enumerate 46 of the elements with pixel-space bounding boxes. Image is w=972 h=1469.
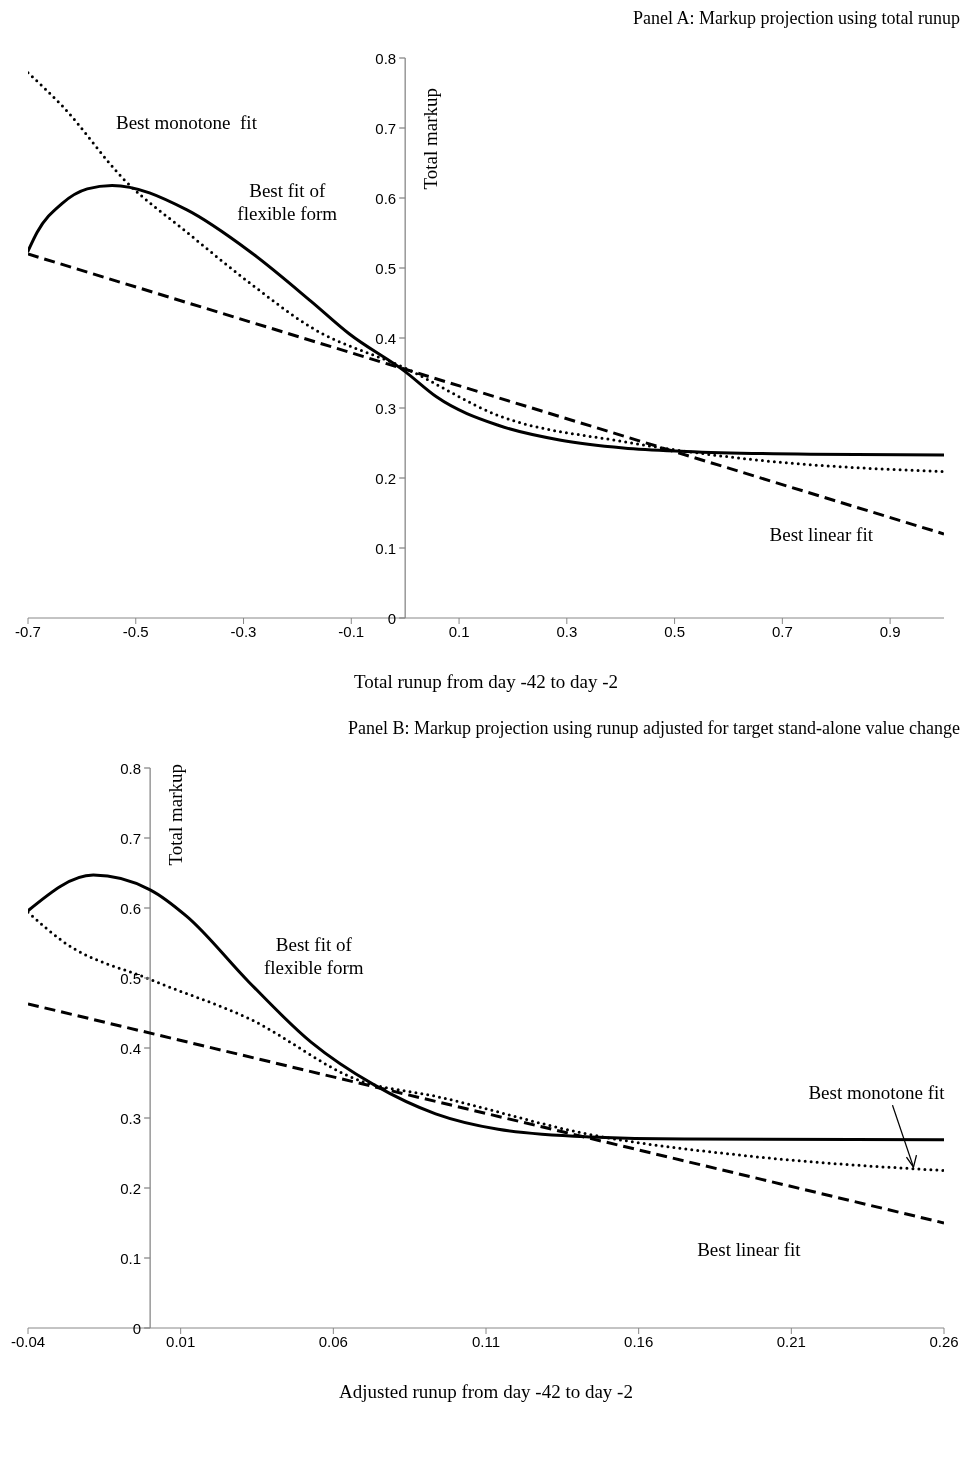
x-tick-label: 0.06 (318, 1332, 348, 1350)
x-tick-label: -0.1 (338, 622, 365, 640)
y-tick-label: 0.8 (120, 759, 142, 777)
x-axis-title: Adjusted runup from day -42 to day -2 (339, 1381, 633, 1402)
y-tick-label: 0.3 (375, 399, 397, 417)
x-tick-label: -0.3 (230, 622, 257, 640)
x-tick-label: 0.11 (471, 1332, 501, 1350)
y-tick-label: 0.1 (120, 1249, 142, 1267)
y-tick-label: 0.2 (375, 469, 397, 487)
y-tick-label: 0.4 (120, 1039, 142, 1057)
y-axis-title: Total markup (419, 88, 441, 190)
x-tick-label: 0.1 (448, 622, 470, 640)
y-tick-label: 0 (132, 1319, 142, 1337)
y-tick-label: 0.6 (120, 899, 142, 917)
x-tick-label: -0.7 (15, 622, 41, 640)
x-tick-label: 0.21 (776, 1332, 806, 1350)
y-axis-title: Total markup (164, 764, 186, 866)
x-tick-label: 0.7 (771, 622, 793, 640)
x-tick-label: 0.3 (556, 622, 578, 640)
y-tick-label: 0.3 (120, 1109, 142, 1127)
chart-title: Panel B: Markup projection using runup adjusted for target stand-alone value change (347, 718, 961, 740)
chart-title: Panel A: Markup projection using total runup (632, 8, 961, 30)
x-tick-label: 0.9 (879, 622, 901, 640)
y-tick-label: 0.8 (375, 49, 397, 67)
annotation: Best monotone fit (808, 1081, 946, 1103)
x-tick-label: -0.5 (122, 622, 149, 640)
y-tick-label: 0.6 (375, 189, 397, 207)
y-tick-label: 0.4 (375, 329, 397, 347)
y-tick-label: 0 (387, 609, 397, 627)
x-axis-title: Total runup from day -42 to day -2 (353, 671, 619, 692)
y-tick-label: 0.5 (120, 969, 142, 987)
annotation: Best monotone fit (116, 111, 258, 133)
x-tick-label: 0.26 (929, 1332, 959, 1350)
x-tick-label: -0.04 (10, 1332, 46, 1350)
y-tick-label: 0.2 (120, 1179, 142, 1197)
y-tick-label: 0.5 (375, 259, 397, 277)
x-tick-label: 0.01 (166, 1332, 196, 1350)
annotation: Best linear fit (769, 523, 874, 545)
annotation: Best fit of flexible form (237, 179, 338, 224)
x-tick-label: 0.16 (624, 1332, 654, 1350)
x-tick-label: 0.5 (664, 622, 686, 640)
annotation: Best linear fit (697, 1239, 802, 1261)
y-tick-label: 0.7 (375, 119, 397, 137)
y-tick-label: 0.1 (375, 539, 397, 557)
y-tick-label: 0.7 (120, 829, 142, 847)
annotation: Best fit of flexible form (263, 933, 364, 978)
